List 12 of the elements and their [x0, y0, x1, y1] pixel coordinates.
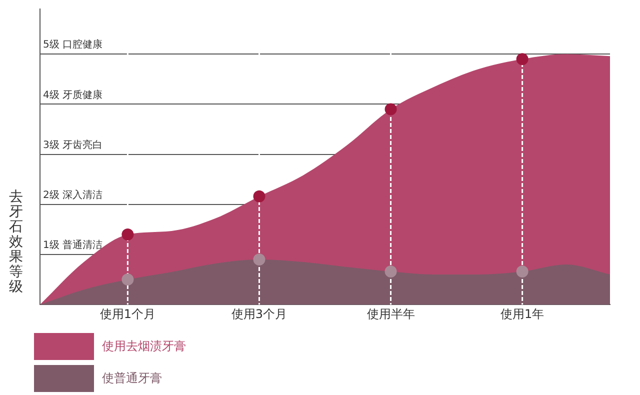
y-tick-label: 1级 普通清洁	[43, 239, 103, 252]
y-tick-label: 3级 牙齿亮白	[43, 138, 103, 151]
y-tick-label: 2级 深入清洁	[43, 188, 103, 201]
y-tick-label: 5级 口腔健康	[43, 38, 103, 51]
legend-label: 使用去烟渍牙膏	[102, 338, 186, 354]
y-tick-label: 4级 牙质健康	[43, 88, 103, 101]
legend-label: 使普通牙膏	[102, 370, 162, 386]
y-axis-title: 去牙石效果等级	[9, 189, 24, 295]
x-tick-label: 使用1个月	[100, 306, 156, 321]
x-tick-label: 使用3个月	[231, 306, 288, 321]
x-tick-label: 使用1年	[500, 306, 544, 321]
x-tick-label: 使用半年	[366, 306, 415, 321]
